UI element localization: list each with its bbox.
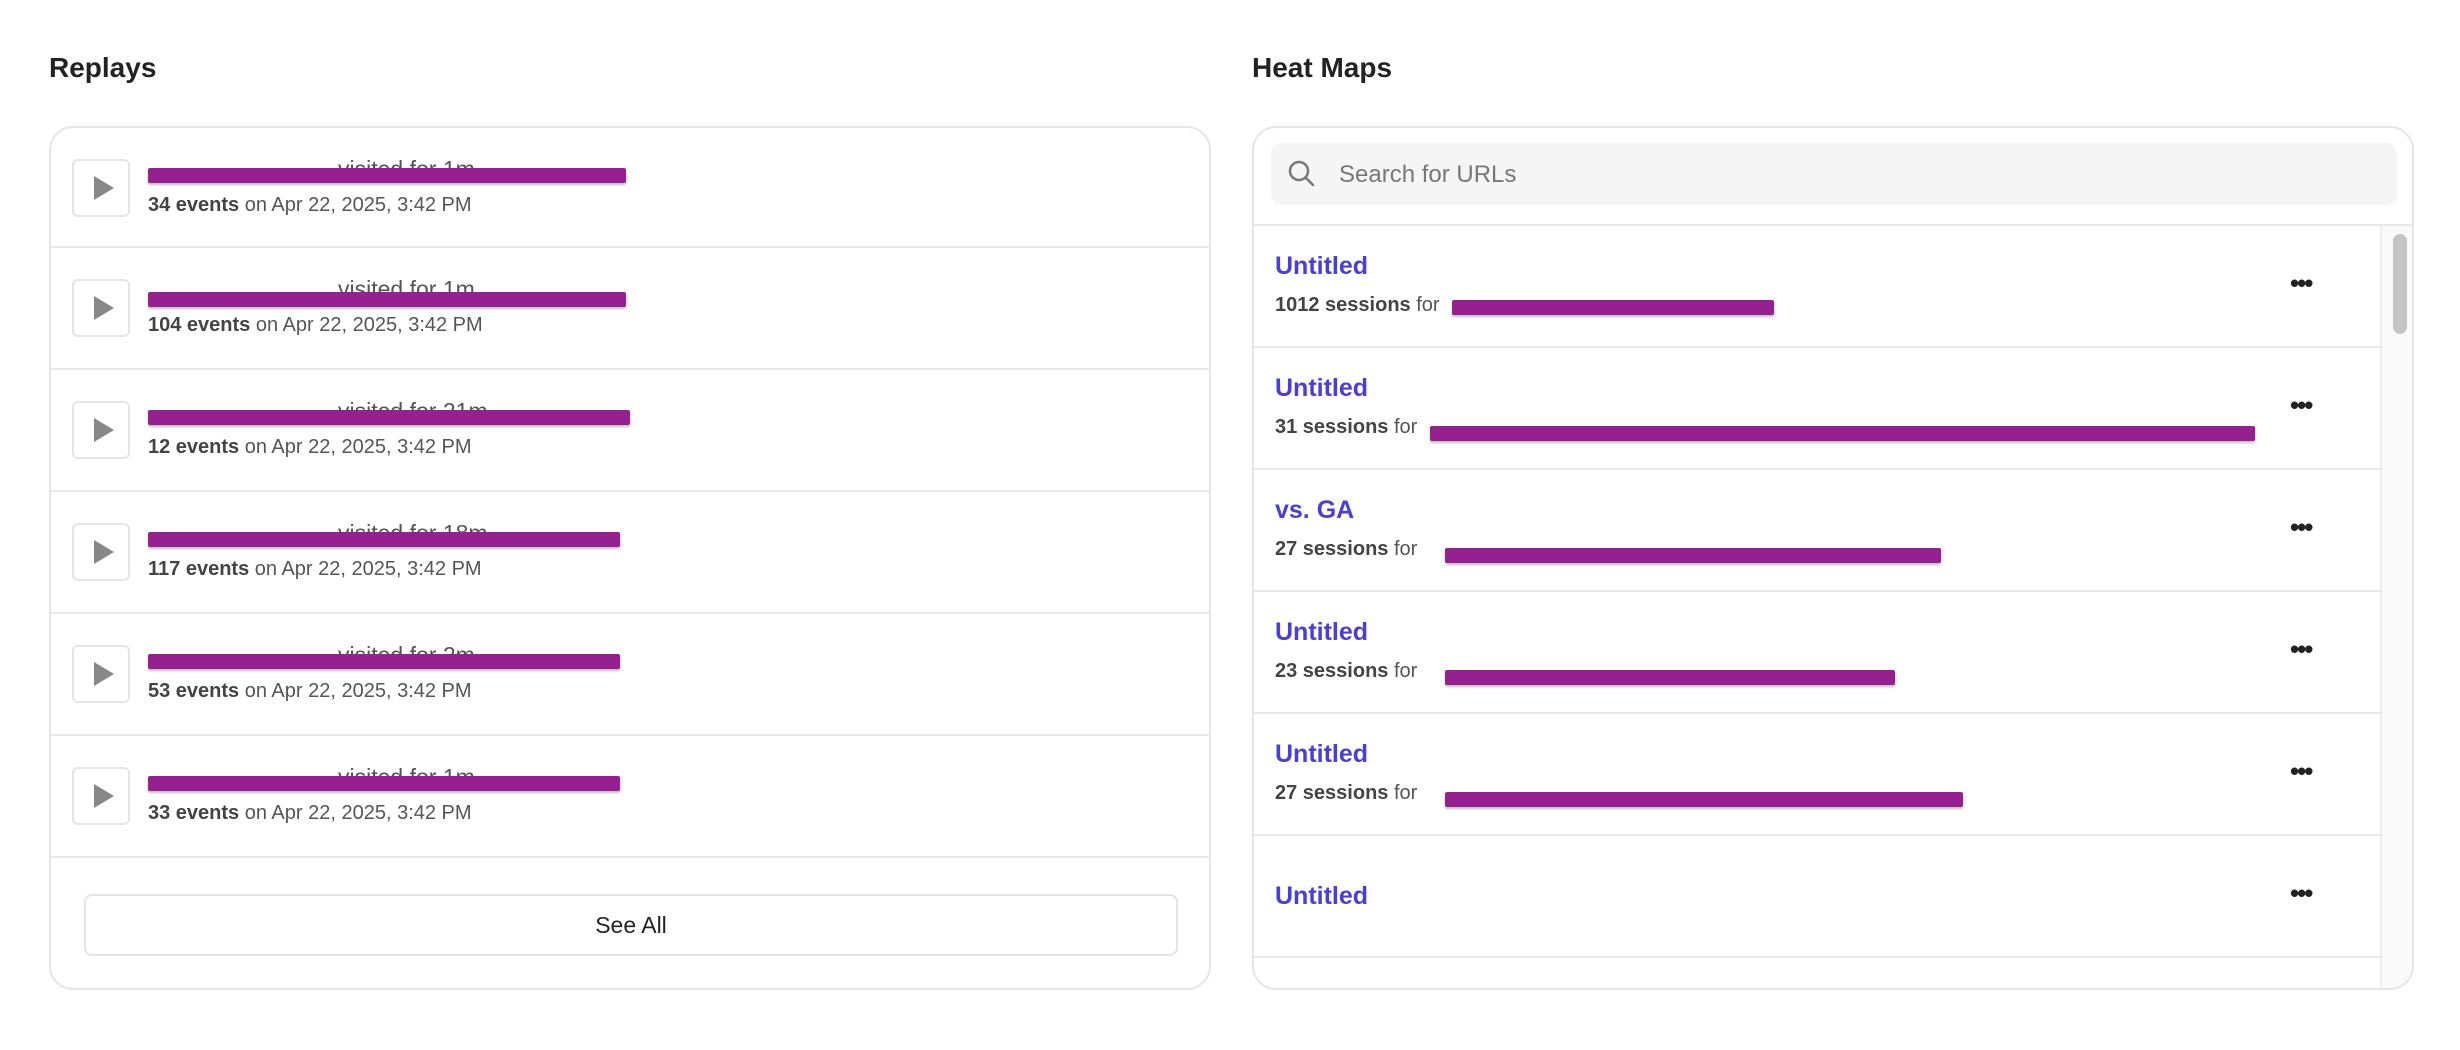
heatmap-title-link[interactable]: Untitled [1275,252,1369,280]
heatmap-sessions: 1012 sessions for [1275,294,1440,316]
replays-title: Replays [49,52,157,83]
heatmaps-card: Untitled 1012 sessions for ••• Untitled 31 … [1252,126,2414,990]
replay-date: on Apr 22, 2025, 3:42 PM [244,194,472,216]
heatmap-sessions: 31 sessions for [1275,416,1418,438]
heatmap-sessions: 27 sessions for [1275,538,1418,560]
play-icon[interactable] [72,523,130,581]
search-input[interactable] [1337,143,2341,207]
replay-list: visited for 1m 34 events on Apr 22, 2025… [51,128,1209,858]
replay-date: on Apr 22, 2025, 3:42 PM [254,558,482,580]
play-icon[interactable] [72,401,130,459]
replay-date: on Apr 22, 2025, 3:42 PM [244,680,472,702]
play-icon[interactable] [72,279,130,337]
redaction-mark [148,532,620,547]
more-horizontal-icon[interactable]: ••• [2290,634,2313,664]
play-icon[interactable] [72,159,130,217]
redaction-mark [148,292,626,307]
more-horizontal-icon[interactable]: ••• [2290,268,2313,298]
replay-row[interactable]: visited for 1m 34 events on Apr 22, 2025… [51,128,1209,248]
search-icon [1288,160,1315,187]
redaction-mark [148,410,630,425]
heatmap-sessions: 27 sessions for [1275,782,1418,804]
heatmap-title-link[interactable]: Untitled [1275,740,1369,768]
see-all-button[interactable]: See All [84,894,1178,956]
replay-date: on Apr 22, 2025, 3:42 PM [244,436,472,458]
replay-date: on Apr 22, 2025, 3:42 PM [244,802,472,824]
divider [1254,224,2412,226]
replay-row[interactable]: visited for 1m 33 events on Apr 22, 2025… [51,736,1209,858]
play-icon[interactable] [72,767,130,825]
replay-meta: 34 events on Apr 22, 2025, 3:42 PM [148,194,472,217]
heatmap-row[interactable]: Untitled 23 sessions for ••• [1254,592,2380,714]
scrollbar-thumb[interactable] [2393,234,2407,334]
more-horizontal-icon[interactable]: ••• [2290,878,2313,908]
redaction-mark [1445,670,1895,685]
search-bar[interactable] [1271,143,2397,207]
redaction-mark [148,654,620,669]
replay-row[interactable]: visited for 1m 104 events on Apr 22, 202… [51,248,1209,370]
heatmap-row[interactable]: Untitled 31 sessions for ••• [1254,348,2380,470]
event-count: 104 events [148,314,251,336]
heatmap-row[interactable]: vs. GA 27 sessions for ••• [1254,470,2380,592]
heatmap-row[interactable]: Untitled 27 sessions for ••• [1254,714,2380,836]
replay-row[interactable]: visited for 2m 53 events on Apr 22, 2025… [51,614,1209,736]
heatmap-title-link[interactable]: Untitled [1275,882,1369,910]
replay-row[interactable]: visited for 21m 12 events on Apr 22, 202… [51,370,1209,492]
heatmap-title-link[interactable]: Untitled [1275,618,1369,646]
heatmap-list: Untitled 1012 sessions for ••• Untitled 31 … [1254,226,2380,988]
heatmap-sessions: 23 sessions for [1275,660,1418,682]
replay-meta: 53 events on Apr 22, 2025, 3:42 PM [148,680,472,703]
redaction-mark [148,168,626,183]
heatmap-row[interactable]: Untitled ••• [1254,836,2380,958]
redaction-mark [1445,548,1941,563]
heatmap-row[interactable]: Untitled 1012 sessions for ••• [1254,226,2380,348]
event-count: 34 events [148,194,240,216]
redaction-mark [148,776,620,791]
redaction-mark [1452,300,1774,315]
heatmap-title-link[interactable]: vs. GA [1275,496,1355,524]
replay-row[interactable]: visited for 18m 117 events on Apr 22, 20… [51,492,1209,614]
replay-meta: 12 events on Apr 22, 2025, 3:42 PM [148,436,472,459]
event-count: 117 events [148,558,250,580]
scrollbar[interactable] [2380,226,2412,988]
more-horizontal-icon[interactable]: ••• [2290,390,2313,420]
heatmaps-title: Heat Maps [1252,52,1393,83]
replay-meta: 104 events on Apr 22, 2025, 3:42 PM [148,314,483,337]
replay-date: on Apr 22, 2025, 3:42 PM [255,314,483,336]
redaction-mark [1430,426,2255,441]
replay-meta: 117 events on Apr 22, 2025, 3:42 PM [148,558,482,581]
event-count: 53 events [148,680,240,702]
more-horizontal-icon[interactable]: ••• [2290,756,2313,786]
event-count: 33 events [148,802,240,824]
replay-meta: 33 events on Apr 22, 2025, 3:42 PM [148,802,472,825]
event-count: 12 events [148,436,240,458]
heatmap-title-link[interactable]: Untitled [1275,374,1369,402]
more-horizontal-icon[interactable]: ••• [2290,512,2313,542]
redaction-mark [1445,792,1963,807]
replays-card: visited for 1m 34 events on Apr 22, 2025… [49,126,1211,990]
heatmap-row-partial[interactable] [1254,958,2380,988]
play-icon[interactable] [72,645,130,703]
